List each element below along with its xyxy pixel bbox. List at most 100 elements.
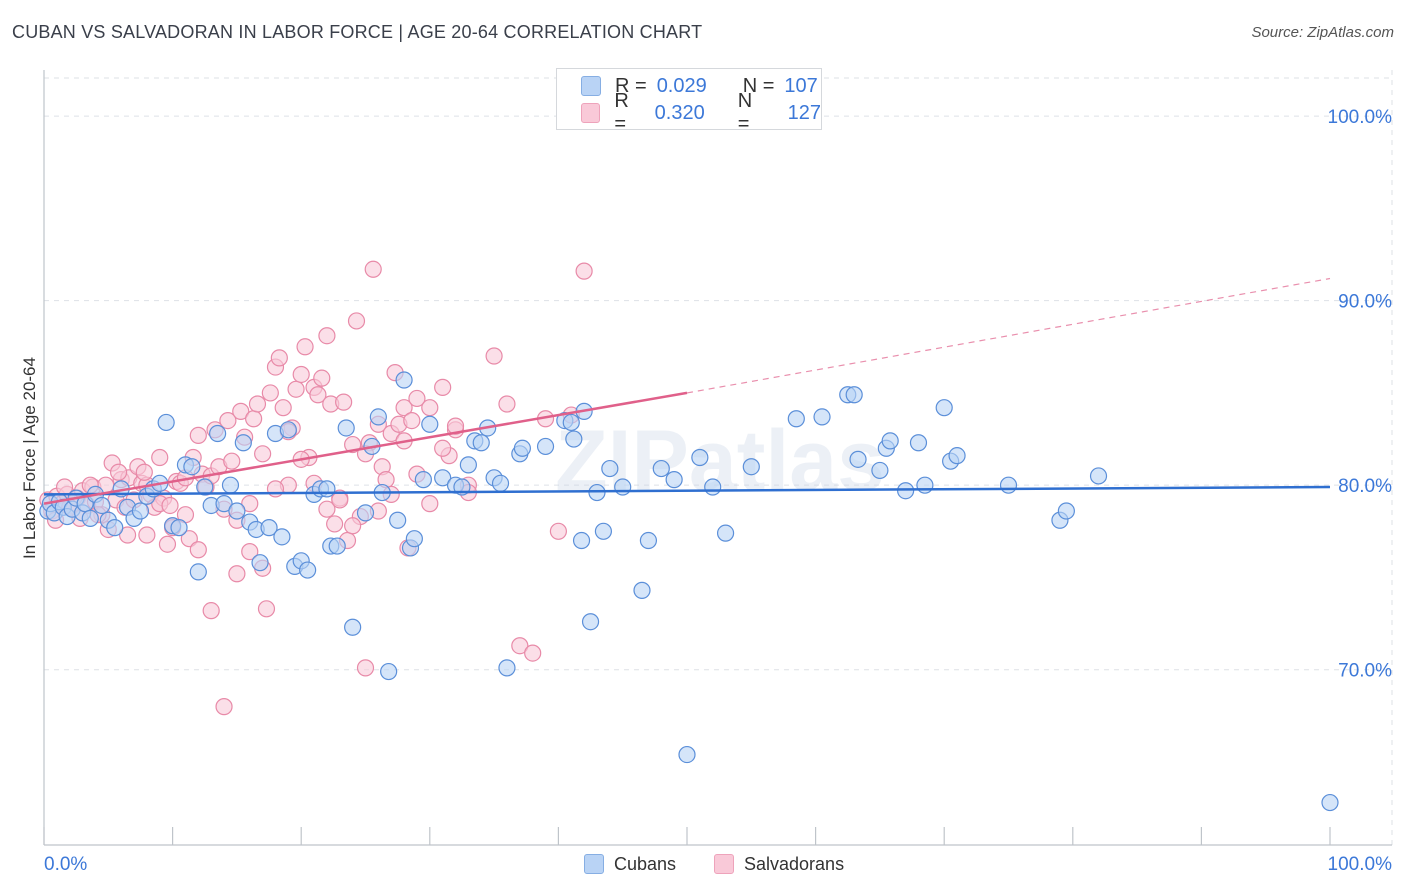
cuban-point bbox=[704, 478, 722, 496]
cuban-point bbox=[328, 537, 346, 555]
legend-item-salvadorans: Salvadorans bbox=[714, 851, 844, 877]
cuban-point bbox=[356, 504, 375, 522]
cuban-point bbox=[318, 480, 336, 498]
salvadoran-point bbox=[331, 491, 349, 509]
cuban-point bbox=[498, 659, 516, 677]
salvadoran-point bbox=[180, 530, 198, 548]
cuban-point bbox=[588, 483, 606, 502]
cuban-point bbox=[389, 511, 407, 529]
cuban-point bbox=[572, 531, 591, 550]
cuban-point bbox=[909, 434, 928, 452]
cubans-label: Cubans bbox=[614, 853, 677, 874]
cuban-point bbox=[691, 448, 709, 467]
cuban-point bbox=[536, 437, 555, 456]
cuban-point bbox=[652, 459, 670, 478]
salvadoran-point bbox=[511, 637, 529, 655]
salvadoran-point bbox=[395, 399, 413, 417]
cuban-point bbox=[565, 430, 583, 448]
y-tick-label: 100.0% bbox=[1328, 107, 1393, 128]
salvadoran-point bbox=[335, 393, 353, 411]
correlation-legend: R = 0.029 N = 107 R = 0.320 N = 127 bbox=[556, 68, 822, 135]
salvadoran-point bbox=[161, 496, 179, 515]
salvadoran-point bbox=[296, 338, 314, 356]
salvadoran-point bbox=[232, 402, 250, 420]
cuban-point bbox=[405, 530, 423, 548]
y-tick-label: 80.0% bbox=[1338, 476, 1392, 497]
r-label: R = bbox=[615, 74, 647, 97]
cuban-point bbox=[189, 563, 207, 581]
cuban-point bbox=[562, 413, 580, 432]
cuban-point bbox=[935, 399, 953, 417]
salvadoran-point bbox=[266, 480, 285, 498]
n-value-salvadorans: 127 bbox=[787, 101, 822, 124]
cuban-point bbox=[849, 450, 867, 468]
salvadoran-point bbox=[287, 380, 305, 398]
salvadoran-point bbox=[403, 411, 421, 430]
cuban-point bbox=[678, 745, 696, 764]
legend-row-cubans: R = 0.029 N = 107 bbox=[581, 73, 818, 99]
salvadoran-point bbox=[241, 495, 259, 513]
salvadoran-point bbox=[270, 349, 288, 367]
cuban-point bbox=[106, 519, 124, 537]
salvadorans-swatch bbox=[714, 854, 734, 874]
salvadoran-point bbox=[313, 369, 331, 387]
cuban-point bbox=[273, 528, 291, 546]
salvadoran-point bbox=[309, 386, 327, 404]
salvadoran-point bbox=[135, 463, 153, 481]
salvadoran-point bbox=[202, 602, 220, 620]
cuban-point bbox=[881, 432, 899, 450]
salvadoran-point bbox=[215, 698, 233, 716]
salvadoran-trend-extension bbox=[686, 277, 1331, 394]
cuban-point bbox=[871, 461, 889, 480]
cuban-point bbox=[999, 476, 1018, 494]
cuban-point bbox=[845, 386, 863, 404]
cuban-point bbox=[614, 478, 632, 496]
cuban-point bbox=[215, 495, 233, 513]
cuban-point bbox=[395, 371, 413, 389]
cuban-point bbox=[948, 447, 966, 465]
salvadoran-point bbox=[248, 395, 267, 413]
cuban-point bbox=[459, 456, 477, 474]
salvadoran-point bbox=[261, 384, 279, 402]
cuban-point bbox=[228, 502, 246, 520]
salvadoran-point bbox=[241, 543, 259, 561]
legend-row-salvadorans: R = 0.320 N = 127 bbox=[581, 90, 822, 135]
cuban-point bbox=[491, 474, 510, 492]
salvadoran-point bbox=[326, 515, 344, 533]
salvadoran-point bbox=[292, 365, 310, 384]
n-label: N = bbox=[737, 90, 753, 135]
y-axis-label: In Labor Force | Age 20-64 bbox=[20, 357, 39, 559]
salvadorans-label: Salvadorans bbox=[744, 853, 845, 874]
cuban-point bbox=[1321, 793, 1339, 812]
salvadoran-point bbox=[485, 347, 503, 365]
cuban-point bbox=[299, 561, 317, 579]
cuban-point bbox=[414, 471, 432, 489]
cuban-point bbox=[93, 496, 111, 515]
salvadoran-point bbox=[109, 463, 128, 481]
cuban-point bbox=[633, 581, 651, 599]
cuban-point bbox=[1089, 467, 1108, 485]
cuban-point bbox=[131, 502, 150, 520]
cuban-point bbox=[434, 469, 452, 487]
cuban-trend-line bbox=[43, 485, 1331, 496]
r-label: R = bbox=[614, 90, 629, 135]
r-value-salvadorans: 0.320 bbox=[654, 101, 705, 124]
cuban-point bbox=[344, 618, 362, 636]
axes bbox=[43, 70, 1392, 846]
cuban-point bbox=[601, 459, 619, 478]
cuban-point bbox=[813, 408, 831, 426]
cuban-point bbox=[234, 434, 252, 452]
cuban-point bbox=[639, 531, 658, 550]
chart-title: CUBAN VS SALVADORAN IN LABOR FORCE | AGE… bbox=[12, 22, 703, 42]
salvadoran-point bbox=[549, 522, 568, 540]
salvadorans-swatch bbox=[581, 103, 601, 123]
cuban-point bbox=[251, 554, 269, 572]
salvadoran-point bbox=[245, 410, 263, 428]
cuban-point bbox=[916, 476, 934, 494]
n-label: N = bbox=[742, 74, 775, 97]
cuban-point bbox=[472, 434, 490, 452]
cuban-point bbox=[196, 478, 214, 496]
cuban-point bbox=[369, 408, 387, 426]
salvadoran-point bbox=[364, 260, 382, 278]
